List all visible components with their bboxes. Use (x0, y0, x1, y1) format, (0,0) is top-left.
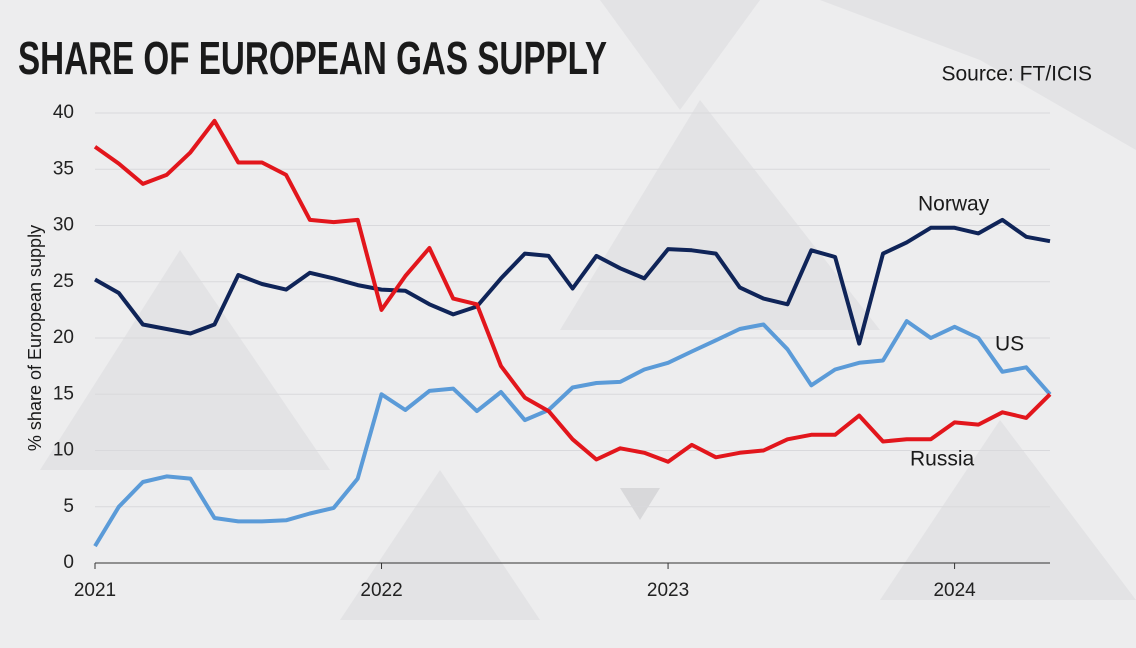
y-tick-label: 35 (53, 158, 74, 179)
series-line (93, 319, 1052, 548)
y-tick-label: 10 (53, 440, 74, 461)
y-tick-label: 40 (53, 102, 74, 123)
y-axis-label: % share of European supply (25, 225, 45, 451)
chart-title: SHARE OF EUROPEAN GAS SUPPLY (18, 32, 607, 84)
x-tick-label: 2023 (647, 580, 689, 601)
x-tick-label: 2021 (74, 580, 116, 601)
y-tick-label: 0 (63, 552, 74, 573)
source: Source: FT/ICIS (941, 63, 1092, 86)
series-label: Norway (918, 193, 990, 216)
y-tick-label: 30 (53, 215, 74, 236)
y-tick-label: 15 (53, 383, 74, 404)
series-line (93, 118, 1052, 464)
series-label: Russia (910, 448, 975, 471)
x-tick-label: 2022 (360, 580, 402, 601)
background-pattern (40, 0, 1136, 620)
y-tick-label: 25 (53, 271, 74, 292)
y-tick-label: 20 (53, 327, 74, 348)
y-tick-label: 5 (63, 496, 74, 517)
x-tick-label: 2024 (933, 580, 976, 601)
series-label: US (995, 333, 1024, 356)
series-line (94, 217, 1051, 346)
